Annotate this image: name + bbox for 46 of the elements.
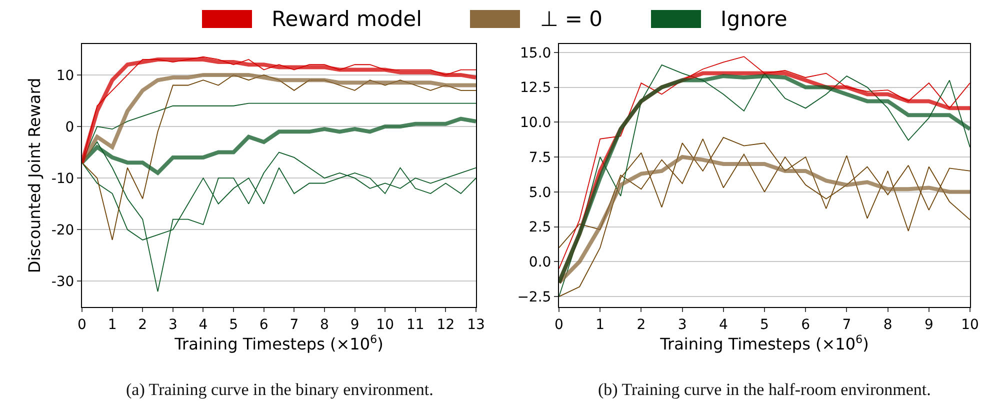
text: (b) Training curve in the half-room environment. [598, 380, 931, 399]
x-tick-label: 2 [636, 316, 646, 333]
x-tick-label: 2 [138, 316, 148, 333]
x-tick-label: 11 [406, 316, 424, 333]
x-tick-label: 3 [678, 316, 687, 333]
y-tick-label: 10 [56, 68, 74, 84]
x-tick-label: 0 [554, 316, 564, 333]
x-tick-label: 10 [961, 316, 979, 333]
x-tick-label: 12 [436, 316, 455, 333]
x-tick-label: 9 [924, 316, 934, 333]
y-tick-label: 0 [65, 119, 74, 136]
legend-label: Ignore [720, 7, 788, 31]
y-tick-label: 12.5 [520, 80, 552, 96]
x-tick-label: 5 [229, 316, 238, 333]
legend-label: ⊥ = 0 [540, 7, 603, 31]
x-tick-label: 10 [376, 316, 394, 333]
x-tick-label: 3 [168, 316, 178, 333]
x-tick-label: 13 [467, 316, 485, 333]
y-tick-label: −2.5 [517, 289, 552, 306]
x-tick-label: 5 [760, 316, 769, 333]
y-tick-label: -20 [51, 222, 74, 239]
text: (a) Training curve in the binary environment. [126, 380, 434, 399]
legend-label: Reward model [272, 7, 422, 31]
y-tick-label: 5.0 [528, 184, 552, 201]
y-tick-label: 7.5 [528, 150, 552, 166]
x-axis-title: Training Timesteps (×10$^{6}$) [659, 332, 869, 354]
y-tick-label: -30 [51, 274, 74, 290]
y-axis-title: Discounted Joint Reward [25, 78, 44, 274]
x-axis-title: Training Timesteps (×10$^{6}$) [174, 332, 384, 354]
x-tick-label: 4 [718, 316, 728, 333]
x-tick-label: 8 [883, 316, 892, 333]
x-tick-label: 6 [801, 316, 810, 333]
x-tick-label: 6 [259, 316, 268, 333]
y-tick-label: 15.0 [520, 45, 552, 62]
x-tick-label: 7 [842, 316, 852, 333]
y-tick-label: 0.0 [528, 254, 552, 271]
x-tick-label: 0 [78, 316, 86, 333]
x-tick-label: 1 [108, 316, 117, 333]
x-tick-label: 1 [596, 316, 605, 333]
y-tick-label: -10 [51, 170, 74, 187]
y-tick-label: 10.0 [520, 115, 552, 132]
x-tick-label: 9 [350, 316, 360, 333]
y-tick-label: 2.5 [528, 220, 552, 236]
x-tick-label: 7 [290, 316, 299, 333]
x-tick-label: 8 [320, 316, 329, 333]
x-tick-label: 4 [198, 316, 208, 333]
